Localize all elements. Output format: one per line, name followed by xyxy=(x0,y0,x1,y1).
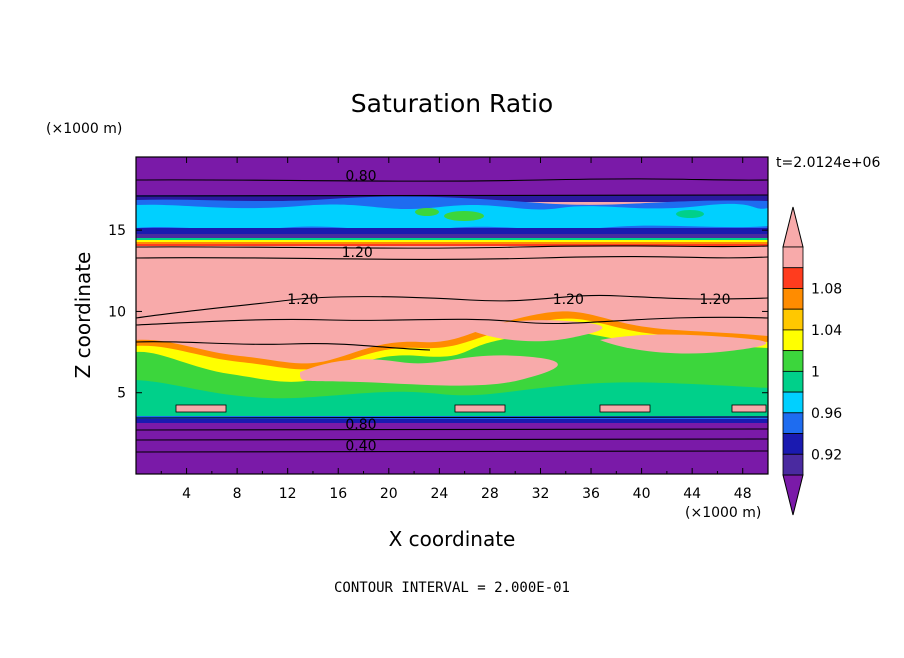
blue-under-band xyxy=(136,228,768,236)
colorbar-swatch xyxy=(782,433,804,455)
contour-interval-note: CONTOUR INTERVAL = 2.000E-01 xyxy=(334,580,570,596)
contour-label: 1.20 xyxy=(342,245,373,261)
plot-frame xyxy=(135,156,769,475)
x-tick-label: 40 xyxy=(633,486,651,502)
colorbar-label: 1.04 xyxy=(811,323,842,339)
upper-dry-band xyxy=(136,157,768,195)
colorbar-swatch xyxy=(782,308,804,331)
green-patch xyxy=(444,211,484,221)
contour-label: 1.20 xyxy=(699,292,730,308)
x-tick-label: 32 xyxy=(532,486,550,502)
plot-area xyxy=(136,157,768,474)
y-axis-ticks: 5 10 15 xyxy=(108,223,768,402)
transition-stripe xyxy=(136,242,768,244)
contour-line xyxy=(136,294,768,319)
lower-blue-band-2 xyxy=(136,419,768,424)
x-tick-label: 16 xyxy=(329,486,347,502)
contour-label: 0.80 xyxy=(345,169,376,185)
y-unit-label: (×1000 m) xyxy=(46,121,122,137)
colorbar-label: 1.08 xyxy=(811,281,842,297)
x-tick-label: 44 xyxy=(683,486,701,502)
colorbar-swatch xyxy=(782,391,804,414)
y-tick-label: 10 xyxy=(108,304,126,320)
colorbar-swatch xyxy=(782,370,804,393)
colorbar-label: 0.96 xyxy=(811,406,842,422)
contour-line xyxy=(136,245,768,249)
x-unit-label: (×1000 m) xyxy=(685,505,761,521)
colorbar-label: 0.92 xyxy=(811,447,842,463)
y-axis-label: Z coordinate xyxy=(71,252,95,379)
x-tick-label: 28 xyxy=(481,486,499,502)
contour-label: 0.40 xyxy=(345,438,376,454)
transition-stripe xyxy=(136,240,768,242)
colorbar-under-arrow xyxy=(782,474,804,516)
x-tick-label: 36 xyxy=(582,486,600,502)
purple-under-band xyxy=(136,234,768,239)
green-patch xyxy=(676,210,704,218)
y-tick-label: 15 xyxy=(108,223,126,239)
contour-line xyxy=(136,428,768,431)
contour-line xyxy=(136,416,768,419)
x-tick-label: 8 xyxy=(233,486,242,502)
pink-inclusion xyxy=(600,334,767,354)
pink-inclusion xyxy=(470,320,603,342)
x-axis-ticks: 4 8 12 16 20 24 28 32 36 40 44 48 xyxy=(160,157,752,502)
pink-box xyxy=(731,404,767,413)
lower-dry-band xyxy=(136,423,768,474)
x-tick-label: 24 xyxy=(430,486,448,502)
x-tick-label: 48 xyxy=(734,486,752,502)
contour-lines xyxy=(136,178,768,453)
contour-labels: 0.80 1.20 1.20 1.20 1.20 0.80 0.40 xyxy=(287,169,730,455)
colorbar-swatch xyxy=(782,329,804,352)
contour-line xyxy=(136,341,431,351)
contour-line xyxy=(136,194,768,197)
colorbar-label: 1 xyxy=(811,364,820,380)
pink-box xyxy=(599,404,651,413)
green-patch xyxy=(415,208,439,216)
pink-box xyxy=(175,404,227,413)
contour-line xyxy=(136,438,768,441)
colorbar-swatch xyxy=(782,288,804,310)
y-tick-label: 5 xyxy=(117,386,126,402)
contour-label: 0.80 xyxy=(345,417,376,433)
chart-title: Saturation Ratio xyxy=(351,89,553,118)
x-tick-label: 12 xyxy=(279,486,297,502)
colorbar-swatch xyxy=(782,453,804,476)
contour-line xyxy=(136,316,768,326)
pink-inclusion xyxy=(300,355,558,386)
contour-line xyxy=(136,256,768,260)
contour-line xyxy=(136,450,768,453)
time-label: t=2.0124e+06 xyxy=(776,155,880,171)
colorbar-swatch xyxy=(782,412,804,434)
contour-label: 1.20 xyxy=(553,292,584,308)
colorbar-swatch xyxy=(782,246,804,269)
transition-stripe xyxy=(136,238,768,240)
x-axis-label: X coordinate xyxy=(389,527,516,551)
colorbar-swatch xyxy=(782,350,804,372)
colorbar-swatch xyxy=(782,267,804,289)
contour-label: 1.20 xyxy=(287,292,318,308)
contour-line xyxy=(136,178,768,182)
x-tick-label: 4 xyxy=(182,486,191,502)
colorbar-over-arrow xyxy=(782,206,804,248)
pink-box xyxy=(454,404,506,413)
transition-stripe xyxy=(136,244,768,246)
x-tick-label: 20 xyxy=(380,486,398,502)
colorbar: 0.92 0.96 1 1.04 1.08 xyxy=(782,206,842,516)
